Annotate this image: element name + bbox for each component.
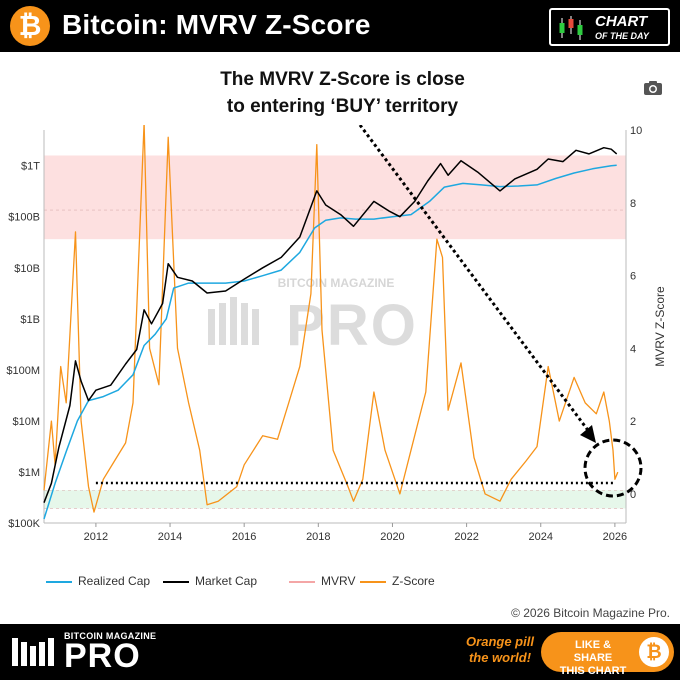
legend-label: MVRV [321,574,356,588]
share-line-1: LIKE & SHARE [573,639,613,664]
y-left-tick-label: $10B [14,263,40,275]
y-right-tick-label: 6 [630,271,636,283]
legend-swatch [360,581,386,583]
y-left-tick-label: $10M [12,416,40,428]
y-right-tick-label: 8 [630,198,636,210]
chart-of-the-day-badge: CHART OF THE DAY [549,8,670,46]
copyright-text: © 2026 Bitcoin Magazine Pro. [511,606,670,620]
chart-annotation: The MVRV Z-Score is close to entering ‘B… [170,66,515,120]
buy-zone [44,490,626,509]
annotation-line-1: The MVRV Z-Score is close [220,69,465,90]
x-tick-label: 2026 [603,531,627,543]
badge-line-1: CHART [595,13,648,30]
share-line-2: THIS CHART [559,665,627,677]
annotation-line-2: to entering ‘BUY’ territory [226,96,459,117]
y-left-tick-label: $1B [20,314,40,326]
y-left-tick-label: $100K [8,518,40,530]
page-title: Bitcoin: MVRV Z-Score [62,9,371,40]
legend-label: Market Cap [195,574,258,588]
badge-line-2: OF THE DAY [595,31,649,41]
footer-brand-large: PRO [64,637,141,675]
watermark-bar-2 [230,297,237,345]
header-bar: ₿ Bitcoin: MVRV Z-Score CHART OF THE DAY [0,0,680,52]
y-left-tick-label: $1T [21,161,40,173]
legend-swatch [163,581,189,583]
series-line-market-cap [43,146,618,503]
series-line-z-score [43,125,619,513]
x-tick-label: 2014 [158,531,182,543]
y-right-tick-label: 2 [630,416,636,428]
tagline-line-2: the world! [468,650,532,665]
watermark-large-text: PRO [286,293,418,358]
x-tick-label: 2020 [380,531,404,543]
footer-brand-small: BITCOIN MAGAZINE [64,631,157,641]
legend-label: Z-Score [392,574,435,588]
camera-icon[interactable] [643,80,663,96]
footer-bar: BITCOIN MAGAZINE PRO Orange pill the wor… [0,624,680,680]
annotation-arrow-line [358,125,592,434]
watermark-bar-1 [219,303,226,345]
mvrv-chart: BITCOIN MAGAZINE PRO $100K $1M $10M $100M $1B $… [6,125,667,543]
y-left-tick-label: $100B [8,212,40,224]
tagline-line-1: Orange pill [466,634,534,649]
x-tick-label: 2016 [232,531,256,543]
legend-label: Realized Cap [78,574,151,588]
y-right-tick-label: 10 [630,125,642,137]
legend-swatch [46,581,72,583]
y-left-tick-label: $100M [6,365,40,377]
watermark-bar-0 [208,309,215,345]
x-tick-label: 2022 [454,531,478,543]
x-tick-label: 2012 [84,531,108,543]
y-left-tick-label: $1M [19,467,40,479]
y-right-tick-label: 4 [630,343,636,355]
bitcoin-magazine-logo-icon [12,638,54,666]
like-share-button[interactable]: LIKE & SHARE THIS CHART ₿ [541,632,674,677]
y-right-tick-label: 0 [630,489,636,501]
watermark-bar-3 [241,303,248,345]
y-right-axis-label: MVRV Z-Score [653,286,667,367]
footer-tagline: Orange pill the world! [463,634,537,666]
highlight-circle [583,438,643,498]
series-line-realized-cap [43,164,617,520]
legend-swatch [289,581,315,583]
share-bitcoin-icon: ₿ [639,637,669,667]
watermark-bar-4 [252,309,259,345]
annotation-arrow-head [580,425,596,443]
x-tick-label: 2024 [528,531,552,543]
x-tick-label: 2018 [306,531,330,543]
candlestick-icon [559,16,583,40]
bitcoin-logo-icon: ₿ [10,6,50,46]
share-label: LIKE & SHARE THIS CHART [555,639,631,678]
watermark-small-text: BITCOIN MAGAZINE [278,276,395,290]
